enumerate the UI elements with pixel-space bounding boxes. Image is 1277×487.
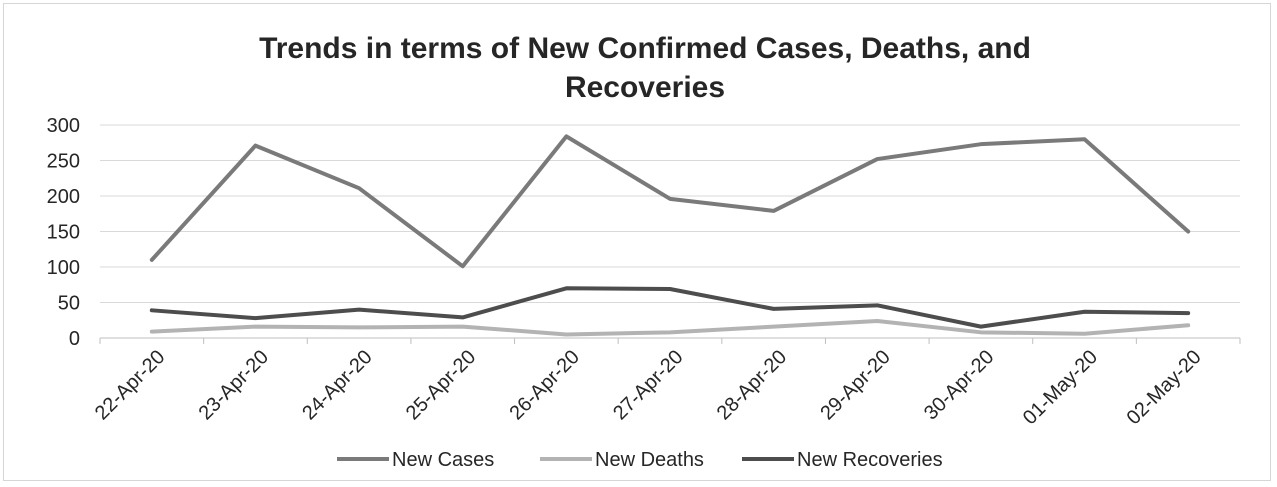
chart-title: Trends in terms of New Confirmed Cases, …: [259, 32, 1031, 104]
y-tick-label: 250: [47, 151, 80, 173]
x-axis: 22-Apr-20 23-Apr-20 24-Apr-20 25-Apr-20 26-A…: [91, 338, 1241, 429]
y-tick-label: 0: [69, 328, 80, 350]
x-tick-label: 30-Apr-20: [920, 346, 998, 424]
x-tick-label: 22-Apr-20: [91, 346, 169, 424]
x-tick-label: 25-Apr-20: [402, 346, 480, 424]
x-tick-label: 02-May-20: [1123, 346, 1206, 429]
chart-title-line-1: Trends in terms of New Confirmed Cases, …: [259, 32, 1031, 65]
series-line-3: [149, 286, 1191, 329]
y-tick-label: 100: [47, 257, 80, 279]
x-tick-label: 29-Apr-20: [816, 346, 894, 424]
chart-frame: [3, 3, 1271, 481]
legend-label: New Deaths: [595, 449, 704, 471]
x-tick-label: 27-Apr-20: [609, 346, 687, 424]
gridlines: [100, 124, 1240, 339]
legend-label: New Cases: [392, 449, 494, 471]
y-tick-label: 200: [47, 186, 80, 208]
chart-title-line-2: Recoveries: [565, 71, 725, 104]
x-tick-label: 24-Apr-20: [298, 346, 376, 424]
x-tick-label: 23-Apr-20: [195, 346, 273, 424]
y-tick-label: 150: [47, 222, 80, 244]
x-tick-label: 26-Apr-20: [505, 346, 583, 424]
y-tick-label: 50: [58, 293, 80, 315]
series-lines: [149, 134, 1191, 337]
x-tick-label: 28-Apr-20: [713, 346, 791, 424]
legend: New Cases New Deaths New Recoveries: [337, 449, 943, 471]
legend-label: New Recoveries: [797, 449, 943, 471]
y-tick-label: 300: [47, 115, 80, 137]
series-line-1: [149, 134, 1191, 269]
series-line-2: [149, 318, 1191, 337]
x-tick-label: 01-May-20: [1019, 346, 1102, 429]
y-axis: 0 50 100 150 200 250 300: [47, 115, 80, 350]
